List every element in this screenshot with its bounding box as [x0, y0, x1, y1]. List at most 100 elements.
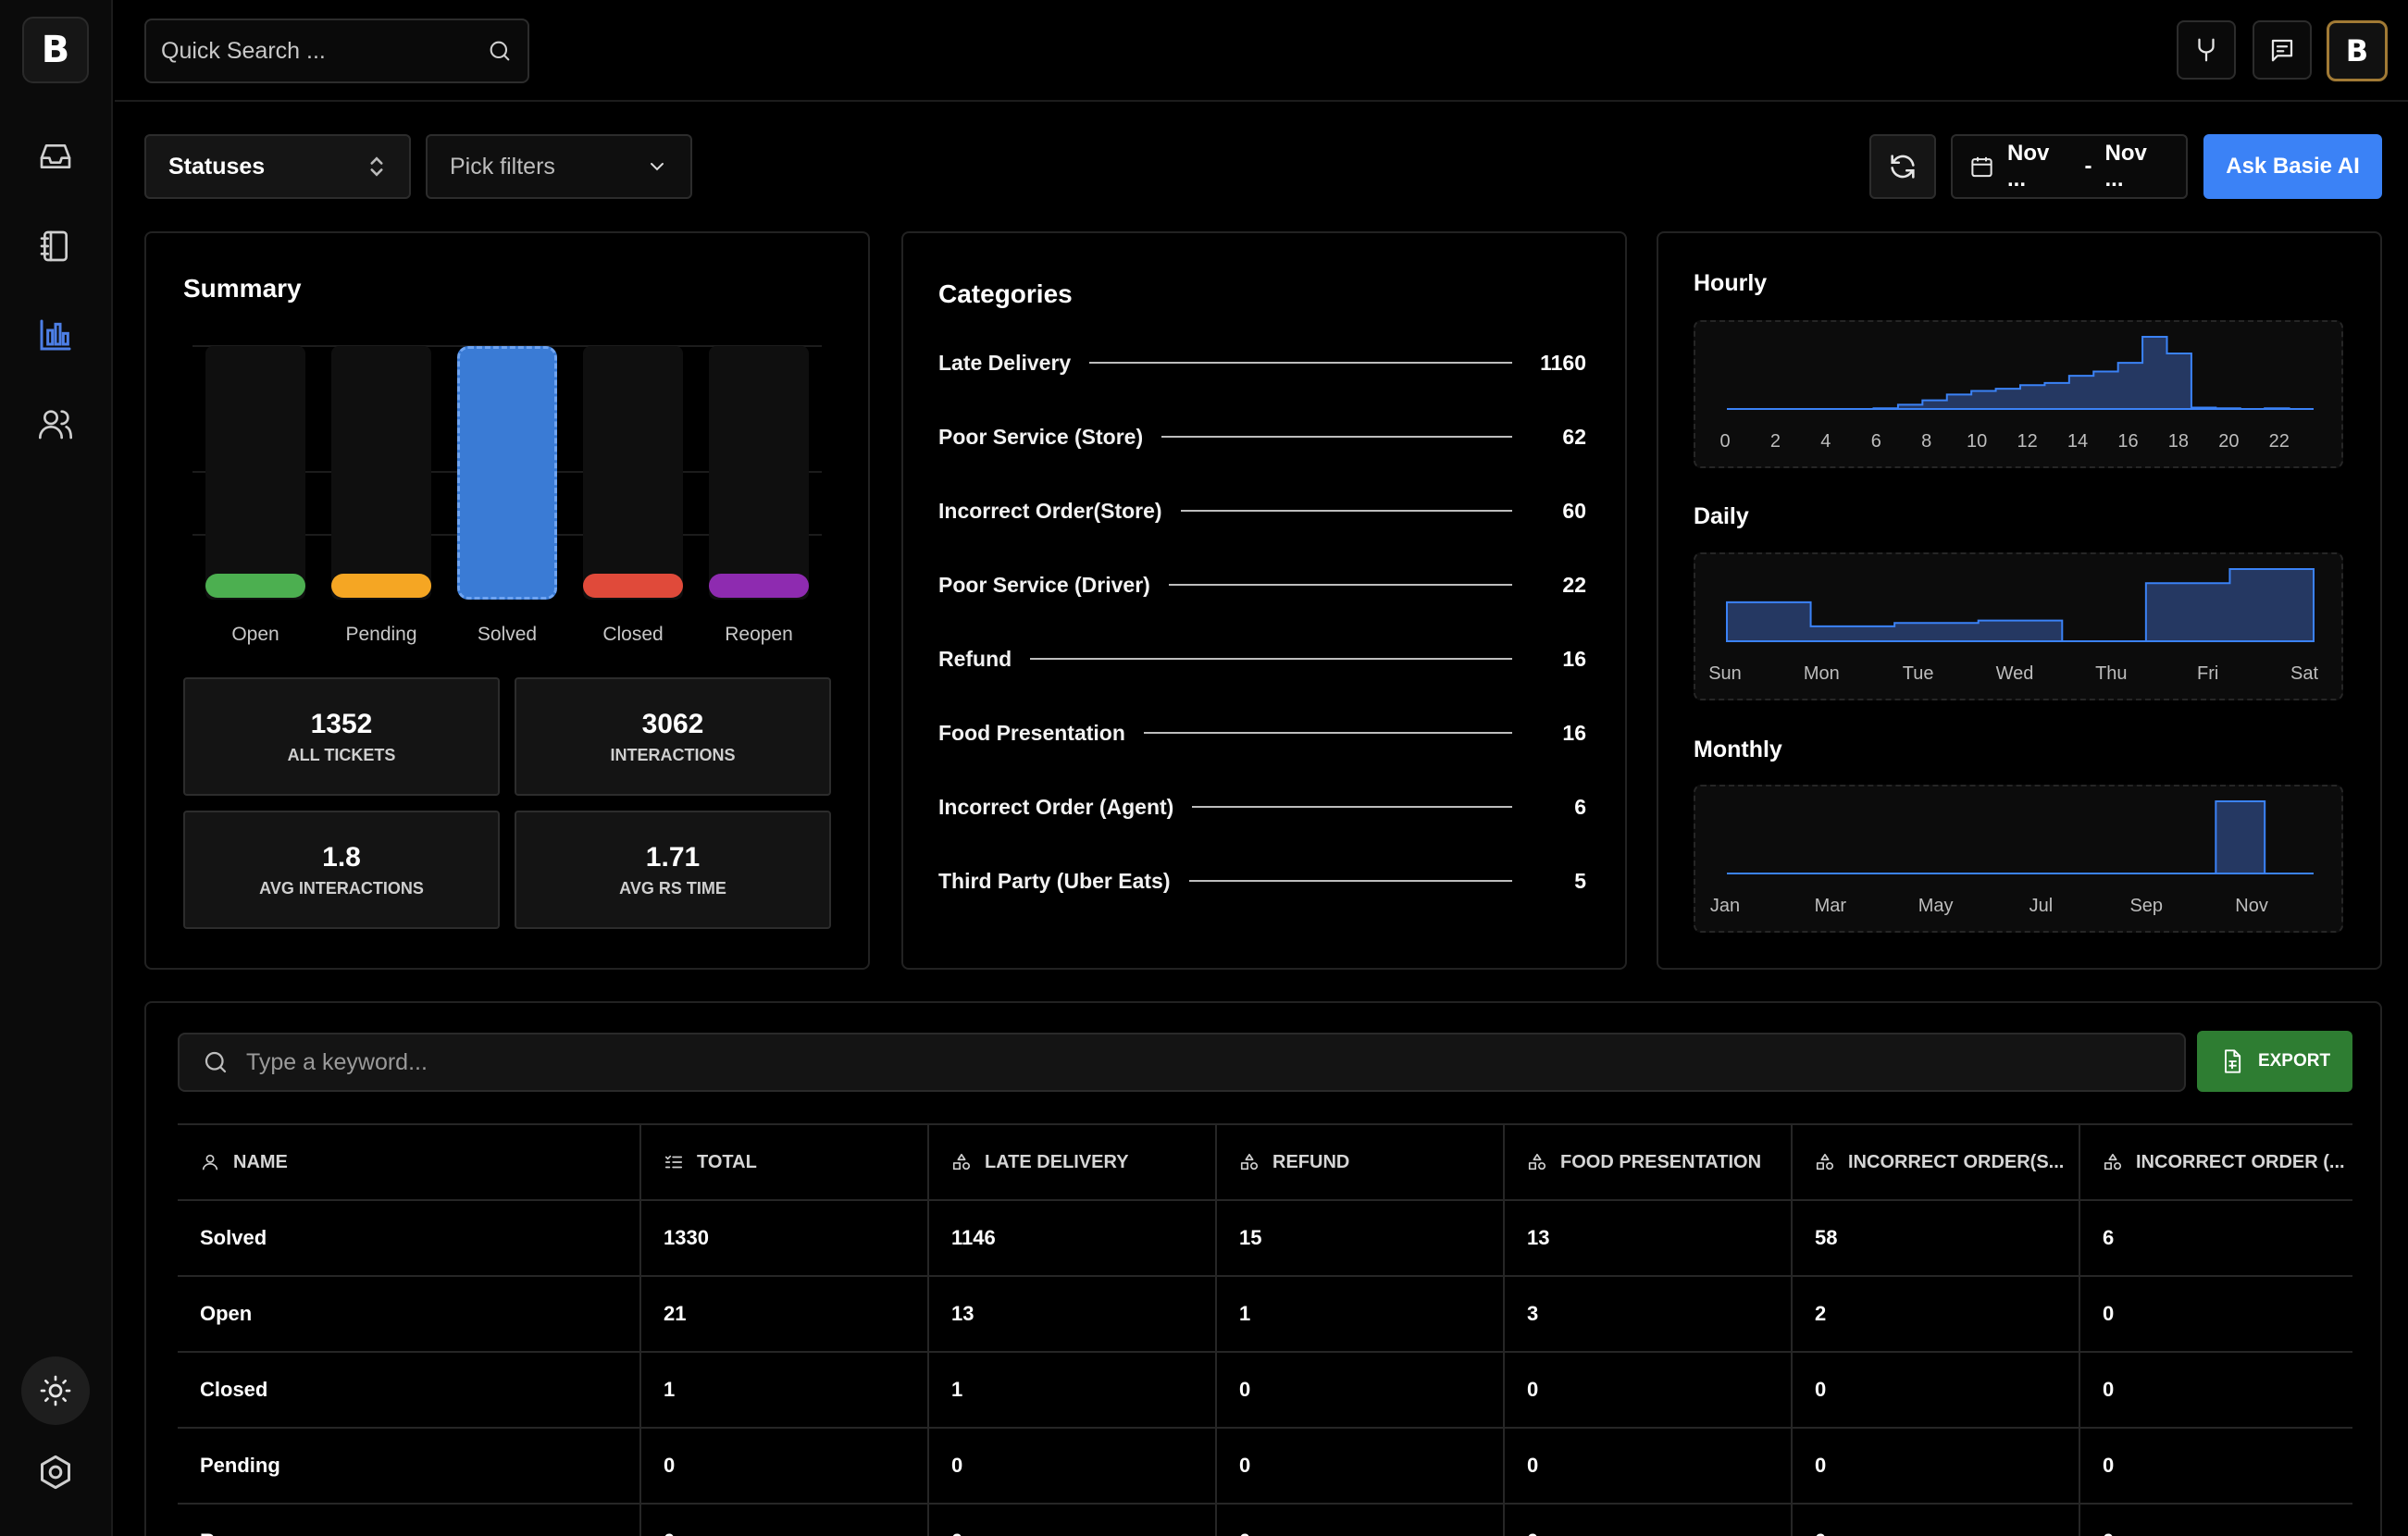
- tick-label: 8: [1921, 431, 1932, 452]
- status-bar-track[interactable]: [583, 346, 683, 600]
- stat-interactions: 3062 INTERACTIONS: [515, 677, 831, 796]
- ask-basie-ai-button[interactable]: Ask Basie AI: [2203, 134, 2382, 199]
- statuses-select[interactable]: Statuses: [144, 134, 411, 199]
- column-header[interactable]: LATE DELIVERY: [927, 1123, 1216, 1201]
- category-row[interactable]: Incorrect Order(Store) 60: [938, 492, 1586, 529]
- monthly-title: Monthly: [1694, 737, 1782, 762]
- export-label: EXPORT: [2257, 1051, 2331, 1071]
- quick-search-input[interactable]: [161, 37, 487, 65]
- column-header-label: FOOD PRESENTATION: [1560, 1151, 1762, 1172]
- category-row[interactable]: Third Party (Uber Eats) 5: [938, 862, 1586, 899]
- column-header[interactable]: FOOD PRESENTATION: [1503, 1123, 1792, 1201]
- list-check-icon: [664, 1152, 684, 1172]
- sidebar: B: [0, 0, 113, 1536]
- logo-letter: B: [41, 29, 70, 71]
- column-header[interactable]: NAME: [178, 1123, 640, 1201]
- category-value: 16: [1562, 720, 1586, 745]
- table-cell: 0: [1791, 1352, 2079, 1429]
- refresh-button[interactable]: [1869, 134, 1936, 199]
- column-header[interactable]: INCORRECT ORDER(S...: [1791, 1123, 2079, 1201]
- category-value: 22: [1562, 572, 1586, 597]
- column-header-label: REFUND: [1272, 1151, 1350, 1172]
- category-row[interactable]: Poor Service (Store) 62: [938, 418, 1586, 455]
- category-leader-line: [1168, 584, 1512, 586]
- table-cell: 0: [639, 1428, 928, 1505]
- category-row[interactable]: Refund 16: [938, 640, 1586, 677]
- table-cell: 0: [2079, 1504, 2352, 1536]
- status-bar-track[interactable]: [457, 346, 557, 600]
- status-bar-track[interactable]: [709, 346, 809, 600]
- category-name: Incorrect Order(Store): [938, 498, 1162, 523]
- message-square-icon: [2271, 39, 2293, 62]
- shapes-icon: [951, 1152, 972, 1172]
- category-value: 5: [1574, 868, 1586, 893]
- status-bar-label: Closed: [602, 624, 664, 645]
- tick-label: Thu: [2095, 663, 2128, 684]
- stat-avg-rs-time: 1.71 AVG RS TIME: [515, 811, 831, 929]
- tick-label: 18: [2167, 431, 2190, 452]
- status-bar-fill[interactable]: [709, 574, 809, 598]
- keyword-search[interactable]: [178, 1033, 2186, 1092]
- quick-search[interactable]: [144, 19, 529, 83]
- category-row[interactable]: Poor Service (Driver) 22: [938, 566, 1586, 603]
- pick-filters-select[interactable]: Pick filters: [426, 134, 692, 199]
- tick-label: Mon: [1803, 663, 1840, 684]
- git-branch-button[interactable]: [2177, 20, 2236, 80]
- date-range-button[interactable]: Nov ... - Nov ...: [1951, 134, 2188, 199]
- bar-chart-icon[interactable]: [34, 314, 77, 356]
- status-bar-track[interactable]: [205, 346, 305, 600]
- category-row[interactable]: Incorrect Order (Agent) 6: [938, 788, 1586, 825]
- table-row[interactable]: Solved 1330 1146 15 13 58 6: [178, 1200, 2352, 1277]
- table-cell: 0: [1791, 1504, 2079, 1536]
- search-icon[interactable]: [487, 38, 513, 64]
- status-bar-fill[interactable]: [331, 574, 431, 598]
- status-bar-track[interactable]: [331, 346, 431, 600]
- export-button[interactable]: EXPORT: [2197, 1031, 2352, 1092]
- notebook-icon[interactable]: [34, 225, 77, 267]
- top-bar: B: [115, 0, 2408, 102]
- table-cell: 3: [1503, 1276, 1792, 1353]
- table-cell: 1146: [927, 1200, 1216, 1277]
- git-merge-icon: [2198, 38, 2215, 62]
- category-row[interactable]: Late Delivery 1160: [938, 344, 1586, 381]
- table-cell: 0: [1215, 1504, 1504, 1536]
- status-bar-label: Pending: [345, 624, 417, 645]
- search-icon: [205, 1051, 227, 1073]
- settings-button[interactable]: [34, 1451, 77, 1493]
- step-area-series: [1727, 336, 2314, 410]
- chat-button[interactable]: [2253, 20, 2312, 80]
- brand-logo[interactable]: B: [22, 17, 89, 83]
- stat-label: ALL TICKETS: [287, 745, 396, 764]
- keyword-search-input[interactable]: [246, 1048, 2162, 1076]
- tick-label: Wed: [1995, 663, 2034, 684]
- shapes-icon: [2103, 1152, 2123, 1172]
- table-row[interactable]: Reopen000000: [178, 1504, 2352, 1536]
- table-cell: Pending: [178, 1428, 640, 1505]
- category-value: 1160: [1540, 350, 1586, 375]
- column-header[interactable]: REFUND: [1215, 1123, 1504, 1201]
- category-name: Food Presentation: [938, 720, 1125, 745]
- hourly-title: Hourly: [1694, 270, 1768, 296]
- table-row[interactable]: Open 21 13 1 3 2 0: [178, 1276, 2352, 1353]
- status-bar-fill[interactable]: [205, 574, 305, 598]
- category-row[interactable]: Food Presentation 16: [938, 714, 1586, 751]
- users-icon[interactable]: [34, 403, 77, 445]
- table-cell: Closed: [178, 1352, 640, 1429]
- table-row[interactable]: Pending 0 0 0 0 0 0: [178, 1428, 2352, 1505]
- table-cell: 0: [2079, 1428, 2352, 1505]
- column-header[interactable]: INCORRECT ORDER (...: [2079, 1123, 2352, 1201]
- tick-label: Mar: [1814, 896, 1847, 916]
- theme-toggle-button[interactable]: [21, 1356, 90, 1425]
- stat-label: INTERACTIONS: [610, 745, 736, 764]
- table-cell: 0: [1215, 1428, 1504, 1505]
- user-avatar[interactable]: B: [2327, 20, 2388, 81]
- category-value: 6: [1574, 794, 1586, 819]
- inbox-icon[interactable]: [34, 135, 77, 178]
- tick-label: Nov: [2235, 896, 2268, 916]
- stat-value: 1.71: [645, 841, 701, 873]
- stat-avg-interactions: 1.8 AVG INTERACTIONS: [183, 811, 500, 929]
- column-header[interactable]: TOTAL: [639, 1123, 928, 1201]
- category-name: Third Party (Uber Eats): [938, 868, 1171, 893]
- table-row[interactable]: Closed 1 1 0 0 0 0: [178, 1352, 2352, 1429]
- status-bar-fill[interactable]: [583, 574, 683, 598]
